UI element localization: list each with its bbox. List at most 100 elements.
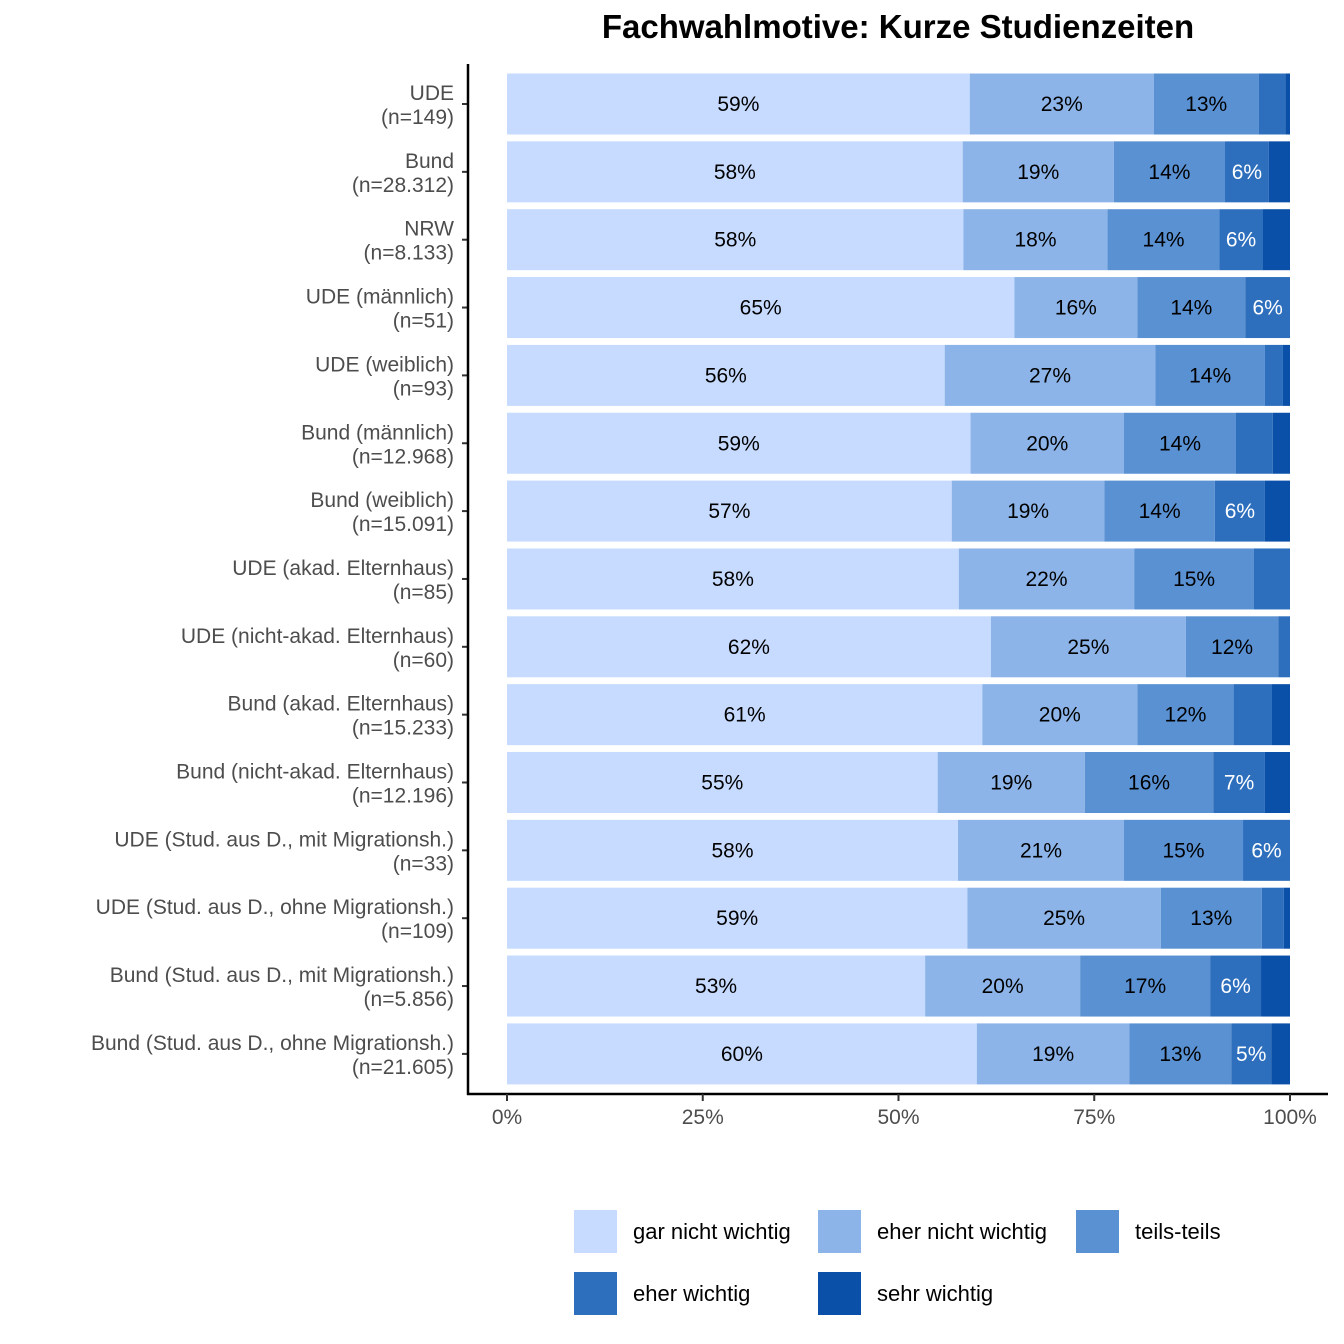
legend-item: teils-teils (1076, 1210, 1221, 1253)
data-label: 12% (1211, 636, 1253, 659)
category-label-n: (n=85) (393, 581, 454, 604)
data-label: 19% (1007, 500, 1049, 523)
category-label-name: UDE (Stud. aus D., mit Migrationsh.) (114, 828, 454, 851)
category-label-name: UDE (männlich) (306, 286, 454, 309)
category-label-name: UDE (410, 82, 454, 105)
category-label: UDE (Stud. aus D., mit Migrationsh.) (n=3… (114, 828, 454, 875)
legend-item: eher nicht wichtig (818, 1210, 1047, 1253)
category-label-n: (n=33) (393, 852, 454, 875)
category-label-name: UDE (Stud. aus D., ohne Migrationsh.) (96, 896, 454, 919)
data-label: 5% (1236, 1043, 1266, 1066)
legend-label: eher nicht wichtig (877, 1218, 1047, 1244)
data-label: 27% (1029, 364, 1071, 387)
bar-segment (1014, 277, 1138, 339)
bar-segment (1245, 277, 1290, 339)
data-label: 20% (1026, 432, 1068, 455)
category-label: UDE (n=149) (381, 82, 454, 129)
bar-segment (1283, 887, 1290, 949)
data-label: 59% (718, 432, 760, 455)
legend-label: teils-teils (1135, 1218, 1221, 1244)
bar-segment (507, 955, 926, 1017)
data-label: 25% (1043, 907, 1085, 930)
legend-swatch (574, 1210, 617, 1253)
bar-segment (1231, 1023, 1272, 1085)
data-label: 14% (1170, 297, 1212, 320)
bar-segment (944, 344, 1156, 406)
legend-label: eher wichtig (633, 1280, 751, 1306)
data-label: 22% (1025, 568, 1067, 591)
x-tick-label: 0% (492, 1106, 522, 1129)
bar-segment (1219, 209, 1263, 271)
bar-segment (1262, 209, 1290, 271)
data-label: 25% (1067, 636, 1109, 659)
bar-segment (967, 887, 1161, 949)
data-label: 15% (1162, 839, 1204, 862)
data-label: 12% (1164, 704, 1206, 727)
bar-segment (1155, 344, 1265, 406)
category-label-n: (n=109) (381, 920, 454, 943)
data-label: 19% (1032, 1043, 1074, 1066)
data-label: 6% (1220, 975, 1250, 998)
category-label-name: Bund (männlich) (301, 421, 454, 444)
axes (462, 64, 1328, 1101)
category-label-n: (n=8.133) (364, 242, 454, 265)
data-label: 65% (740, 297, 782, 320)
bar-segment (1134, 548, 1254, 610)
legend-label: sehr wichtig (877, 1280, 994, 1306)
bar-segment (507, 684, 983, 746)
data-label: 16% (1055, 297, 1097, 320)
bar-segment (507, 480, 952, 542)
bar-segment (1233, 684, 1272, 746)
bar-segment (1235, 412, 1273, 474)
bar-segment (1225, 141, 1269, 203)
category-label: Bund (Stud. aus D., ohne Migrationsh.) (n… (91, 1032, 454, 1079)
category-label-name: Bund (weiblich) (310, 489, 454, 512)
bar-segment (1261, 887, 1284, 949)
legend-swatch (1076, 1210, 1119, 1253)
bar-segment (1253, 548, 1290, 610)
bar-segment (507, 752, 938, 813)
bar-segment (1264, 344, 1283, 406)
category-label: UDE (nicht-akad. Elternhaus) (n=60) (181, 625, 454, 672)
category-label: Bund (männlich) (n=12.968) (301, 421, 454, 468)
category-label-n: (n=12.196) (352, 785, 454, 808)
x-tick-label: 75% (1073, 1106, 1115, 1129)
data-label: 17% (1124, 975, 1166, 998)
bars-layer: 59% 23% 13% 58% 19% 14% 6% 58% 18% 14% 6% 65% 16% 14%… (507, 73, 1290, 1085)
category-label: Bund (weiblich) (n=15.091) (310, 489, 454, 536)
bar-segment (1278, 616, 1290, 678)
bar-segment (507, 209, 964, 271)
data-label: 15% (1173, 568, 1215, 591)
bar-segment (1214, 480, 1265, 542)
bar-segment (507, 141, 963, 203)
x-tick-label: 50% (877, 1106, 919, 1129)
bar-segment (507, 412, 971, 474)
chart-plot: 59% 23% 13% 58% 19% 14% 6% 58% 18% 14% 6% 65% 16% 14%… (91, 64, 1328, 1129)
data-label: 13% (1159, 1043, 1201, 1066)
legend-label: gar nicht wichtig (633, 1218, 791, 1244)
data-label: 18% (1015, 229, 1057, 252)
bar-segment (951, 480, 1105, 542)
category-label: Bund (Stud. aus D., mit Migrationsh.) (n=… (110, 964, 454, 1011)
legend-swatch (818, 1210, 861, 1253)
bar-segment (976, 1023, 1130, 1085)
category-label-n: (n=15.091) (352, 513, 454, 536)
category-label-name: UDE (nicht-akad. Elternhaus) (181, 625, 454, 648)
data-label: 13% (1185, 93, 1227, 116)
data-label: 6% (1225, 500, 1255, 523)
data-label: 13% (1190, 907, 1232, 930)
bar-segment (1210, 955, 1262, 1017)
bar-segment (982, 684, 1138, 746)
category-label: NRW (n=8.133) (364, 218, 455, 265)
bar-segment (1271, 1023, 1290, 1085)
bar-segment (1160, 887, 1262, 949)
bar-segment (507, 344, 945, 406)
data-label: 14% (1139, 500, 1181, 523)
bar-segment (507, 548, 959, 610)
bar-segment (958, 819, 1125, 881)
category-label-name: Bund (nicht-akad. Elternhaus) (176, 761, 454, 784)
category-label-name: Bund (Stud. aus D., mit Migrationsh.) (110, 964, 454, 987)
data-label: 60% (721, 1043, 763, 1066)
bar-segment (507, 73, 970, 135)
bar-segment (1153, 73, 1259, 135)
